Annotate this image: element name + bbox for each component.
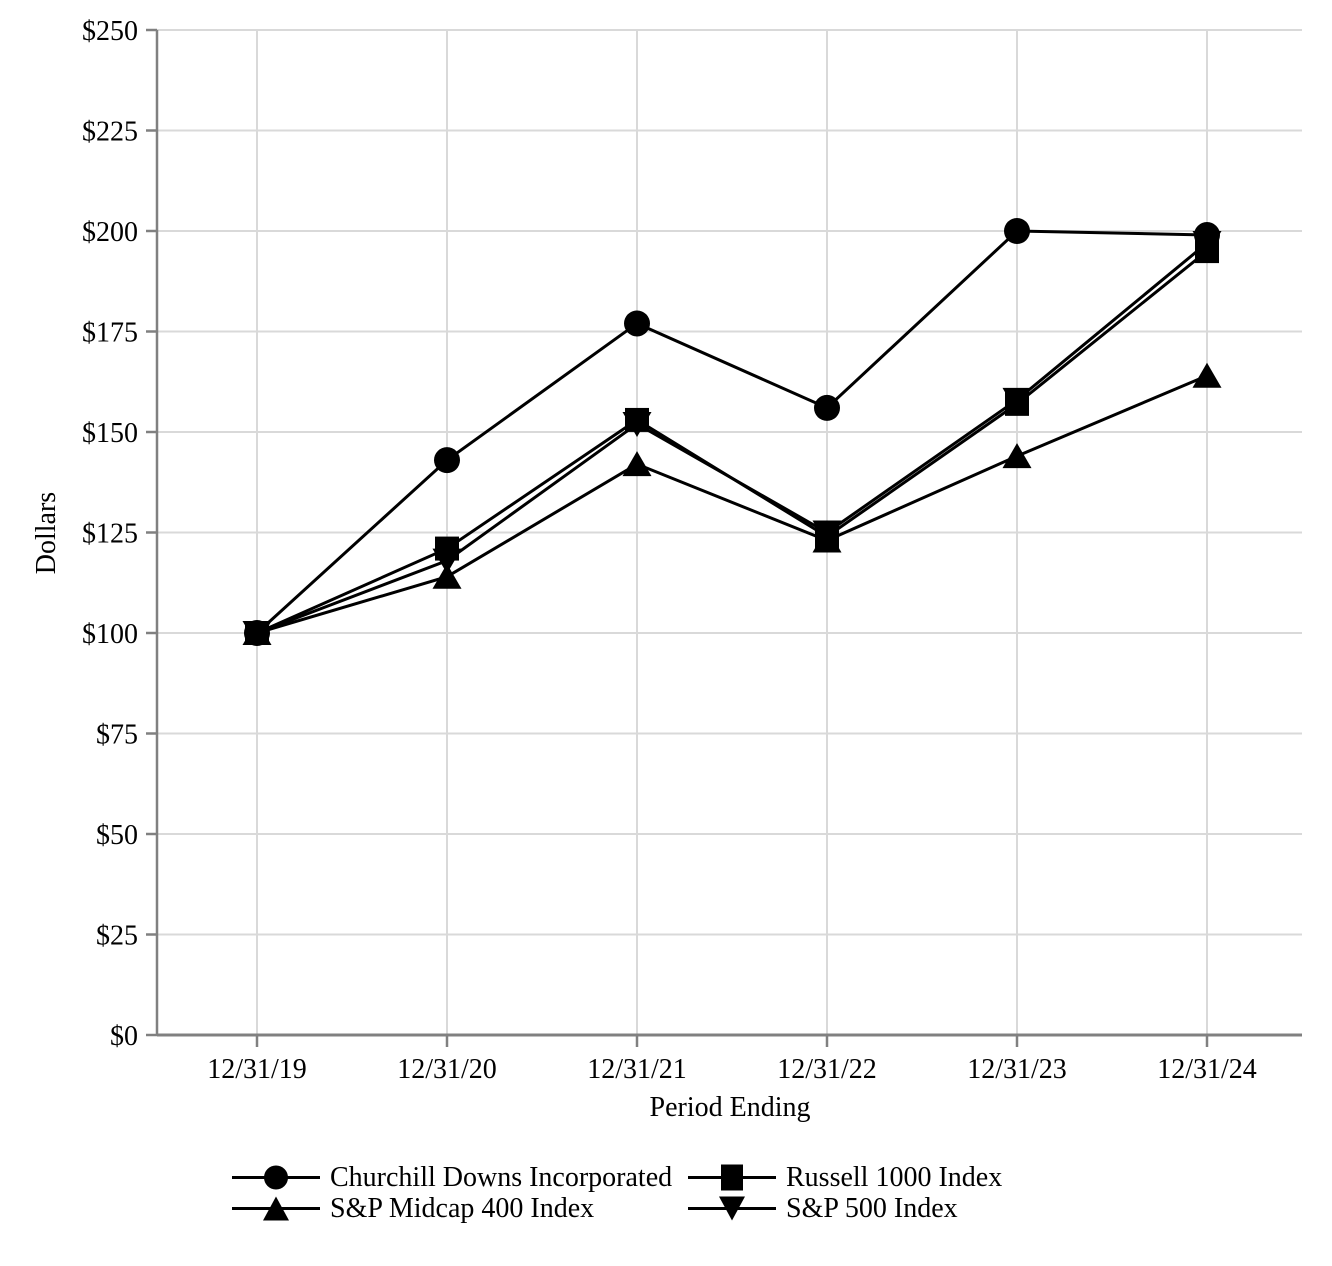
series-marker-churchill-downs-incorporated	[434, 447, 460, 474]
y-tick-label: $75	[96, 720, 138, 751]
series-marker-s-p-500-index	[1002, 387, 1032, 413]
x-axis-title: Period Ending	[649, 1092, 811, 1123]
series-marker-s-p-500-index	[432, 548, 462, 574]
circle-marker-icon	[232, 1165, 320, 1190]
legend-label: S&P Midcap 400 Index	[330, 1193, 595, 1224]
legend-label: S&P 500 Index	[786, 1193, 958, 1224]
series-marker-churchill-downs-incorporated	[1004, 218, 1030, 244]
series-marker-churchill-downs-incorporated	[624, 310, 650, 337]
y-tick-label: $100	[82, 619, 138, 650]
series-marker-s-p-midcap-400-index	[1192, 362, 1222, 388]
triangle-up-marker-icon	[232, 1196, 320, 1221]
series-marker-s-p-500-index	[812, 520, 842, 546]
square-marker-icon	[688, 1164, 776, 1191]
series-marker-churchill-downs-incorporated	[814, 394, 840, 421]
y-tick-label: $225	[82, 117, 138, 148]
series-line-s-p-midcap-400-index	[256, 374, 1208, 635]
x-tick-label: 12/31/22	[777, 1054, 877, 1085]
y-tick-label: $175	[82, 318, 138, 349]
x-tick-label: 12/31/20	[397, 1054, 497, 1085]
series-marker-s-p-500-index	[622, 411, 652, 437]
series-marker-s-p-500-index	[1192, 231, 1222, 257]
triangle-down-marker-icon	[688, 1196, 776, 1221]
series-marker-s-p-midcap-400-index	[1002, 443, 1032, 469]
series-line-s-p-500-index	[256, 241, 1208, 635]
y-axis-title: Dollars	[31, 491, 62, 575]
legend-item-sp-midcap-400-index: S&P Midcap 400 Index	[232, 1193, 688, 1224]
x-tick-label: 12/31/21	[587, 1054, 687, 1085]
y-tick-label: $25	[96, 921, 138, 952]
legend-label: Russell 1000 Index	[786, 1162, 1003, 1193]
y-tick-label: $200	[82, 217, 138, 248]
x-tick-label: 12/31/24	[1157, 1054, 1257, 1085]
series-line-russell-1000-index	[256, 249, 1208, 635]
legend-item-russell-1000-index: Russell 1000 Index	[688, 1162, 1002, 1193]
y-tick-label: $50	[96, 820, 138, 851]
series-marker-s-p-500-index	[242, 621, 272, 646]
legend: Churchill Downs Incorporated Russell 100…	[232, 1162, 1002, 1224]
legend-item-sp-500-index: S&P 500 Index	[688, 1193, 1002, 1224]
series-line-churchill-downs-incorporated	[255, 229, 1208, 635]
series-marker-s-p-midcap-400-index	[622, 451, 652, 477]
x-tick-label: 12/31/19	[207, 1054, 307, 1085]
y-tick-label: $250	[82, 16, 138, 47]
series-marker-s-p-midcap-400-index	[432, 563, 462, 589]
legend-label: Churchill Downs Incorporated	[330, 1162, 673, 1193]
legend-item-churchill-downs-incorporated: Churchill Downs Incorporated	[232, 1162, 688, 1193]
x-tick-label: 12/31/23	[967, 1054, 1067, 1085]
y-tick-label: $150	[82, 418, 138, 449]
y-tick-label: $125	[82, 519, 138, 550]
y-tick-label: $0	[110, 1021, 138, 1052]
